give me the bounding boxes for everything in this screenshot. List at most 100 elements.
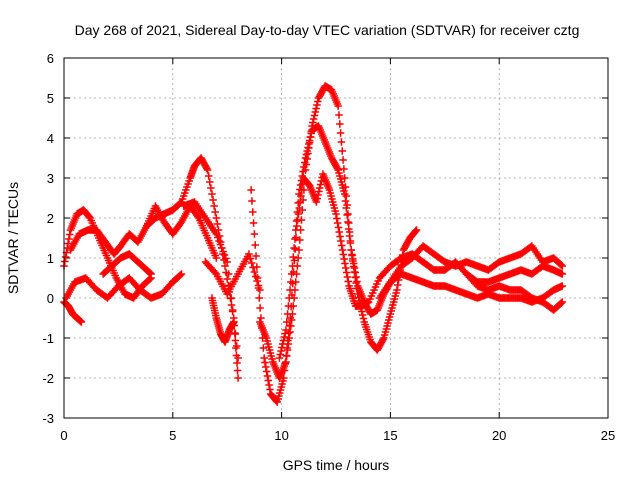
data-point-marker xyxy=(381,328,390,336)
chart-title: Day 268 of 2021, Sidereal Day-to-day VTE… xyxy=(75,22,580,38)
y-axis-title: SDTVAR / TECUs xyxy=(5,182,21,294)
data-point-marker xyxy=(246,254,255,263)
data-point-marker xyxy=(252,252,260,260)
data-point-marker xyxy=(249,219,258,227)
data-series xyxy=(62,270,186,302)
data-point-marker xyxy=(177,198,186,206)
y-tick-label: 2 xyxy=(47,211,54,226)
data-point-marker xyxy=(290,256,299,265)
data-point-marker xyxy=(296,181,305,189)
data-point-marker xyxy=(223,275,231,283)
data-point-marker xyxy=(287,316,296,324)
axis-ticks: 0 5 10 15 20 25 -3 -2 -1 0 1 2 3 4 5 6 xyxy=(42,51,615,443)
data-point-marker xyxy=(309,118,317,127)
data-point-marker xyxy=(412,226,421,234)
data-point-marker xyxy=(250,230,259,238)
data-point-marker xyxy=(392,289,400,297)
data-point-marker xyxy=(232,342,241,350)
data-point-marker xyxy=(255,294,264,302)
data-point-marker xyxy=(298,206,307,214)
data-point-marker xyxy=(335,228,344,236)
data-point-marker xyxy=(337,241,346,250)
data-point-marker xyxy=(341,259,349,268)
data-point-marker xyxy=(329,201,338,209)
data-point-marker xyxy=(313,101,321,109)
data-point-marker xyxy=(249,208,257,216)
data-point-marker xyxy=(281,329,289,338)
x-tick-label: 5 xyxy=(169,428,176,443)
data-point-marker xyxy=(204,172,213,180)
data-point-marker xyxy=(356,300,364,309)
data-point-marker xyxy=(253,274,262,282)
data-point-marker xyxy=(295,246,303,254)
y-tick-label: 0 xyxy=(47,291,54,306)
data-point-marker xyxy=(278,343,286,352)
data-point-marker xyxy=(383,322,391,330)
data-point-marker xyxy=(342,264,350,272)
data-point-marker xyxy=(176,199,185,207)
data-point-marker xyxy=(358,311,367,319)
data-point-marker xyxy=(77,318,86,326)
data-point-marker xyxy=(344,218,352,226)
data-point-marker xyxy=(266,385,274,394)
x-tick-label: 0 xyxy=(60,428,67,443)
data-point-marker xyxy=(286,328,294,336)
x-tick-label: 15 xyxy=(383,428,397,443)
data-point-marker xyxy=(262,367,271,376)
data-point-marker xyxy=(336,232,344,241)
data-point-marker xyxy=(333,214,341,223)
data-point-marker xyxy=(341,197,350,205)
data-point-marker xyxy=(223,258,231,266)
data-point-marker xyxy=(302,150,311,159)
data-point-marker xyxy=(285,294,293,302)
data-point-marker xyxy=(283,352,291,360)
data-point-marker xyxy=(179,192,188,200)
data-point-marker xyxy=(264,340,272,348)
x-tick-label: 10 xyxy=(274,428,288,443)
data-series xyxy=(275,122,421,362)
data-point-marker xyxy=(340,165,348,173)
data-point-marker xyxy=(307,129,315,138)
data-point-marker xyxy=(276,386,285,394)
data-point-marker xyxy=(227,294,236,302)
data-point-marker xyxy=(231,330,240,338)
data-point-marker xyxy=(184,180,192,188)
data-point-marker xyxy=(231,336,240,345)
data-point-marker xyxy=(328,195,336,203)
data-point-marker xyxy=(275,389,284,397)
data-point-marker xyxy=(388,304,396,312)
data-point-marker xyxy=(209,196,217,204)
data-point-marker xyxy=(234,354,242,362)
data-point-marker xyxy=(557,261,565,269)
data-point-marker xyxy=(245,250,253,258)
data-point-marker xyxy=(275,392,283,400)
data-point-marker xyxy=(274,395,282,403)
data-point-marker xyxy=(315,187,323,196)
data-point-marker xyxy=(343,201,351,209)
data-point-marker xyxy=(386,310,395,318)
y-tick-label: 3 xyxy=(47,171,54,186)
data-point-marker xyxy=(210,202,218,210)
data-point-marker xyxy=(393,281,402,289)
data-point-marker xyxy=(268,355,276,363)
data-point-marker xyxy=(259,344,268,352)
data-point-marker xyxy=(297,176,306,185)
data-point-marker xyxy=(296,185,304,194)
y-tick-label: 1 xyxy=(47,251,54,266)
data-point-marker xyxy=(294,199,302,207)
data-point-marker xyxy=(317,177,326,185)
data-point-marker xyxy=(558,262,567,270)
data-point-marker xyxy=(182,186,190,194)
data-point-marker xyxy=(335,111,343,119)
data-point-marker xyxy=(262,334,271,342)
data-point-marker xyxy=(389,298,398,306)
data-point-marker xyxy=(287,270,296,278)
data-point-marker xyxy=(296,236,304,244)
data-point-marker xyxy=(306,133,315,141)
data-point-marker xyxy=(334,223,343,232)
data-point-marker xyxy=(282,326,290,334)
data-point-marker xyxy=(256,304,264,312)
data-point-marker xyxy=(283,318,291,326)
data-point-marker xyxy=(393,286,401,294)
data-point-marker xyxy=(276,350,284,359)
